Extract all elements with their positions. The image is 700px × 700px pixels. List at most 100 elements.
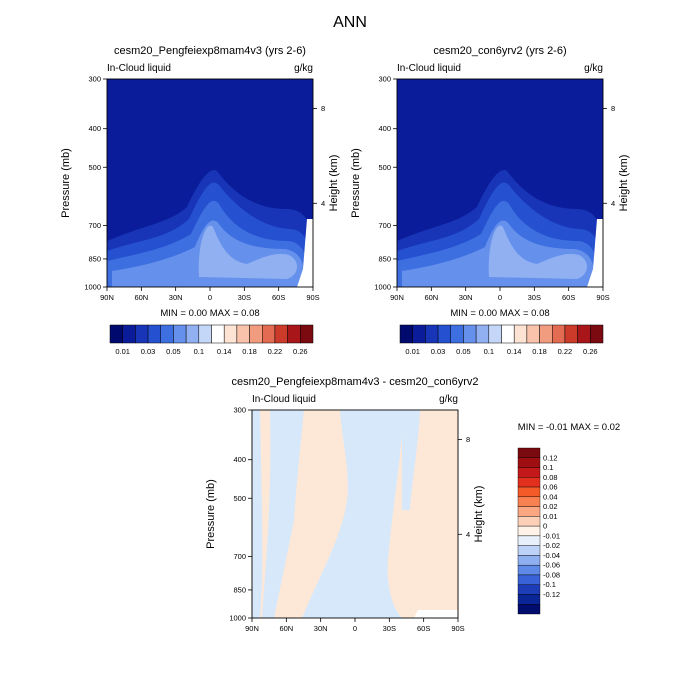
x-tick-label: 30N (314, 624, 328, 633)
min-max-stats: MIN = -0.01 MAX = 0.02 (518, 422, 620, 433)
y-right-tick-label: 8 (321, 104, 325, 113)
colorbar-swatch (517, 496, 541, 507)
colorbar-swatch (517, 604, 541, 615)
colorbar-label: 0.26 (293, 347, 308, 356)
colorbar-swatch (488, 324, 502, 344)
colorbar-swatch (236, 324, 250, 344)
y-tick-label: 300 (378, 75, 391, 84)
panel-title: cesm20_Pengfeiexp8mam4v3 (yrs 2-6) (114, 45, 306, 57)
units-label: g/kg (584, 63, 603, 74)
colorbar-label: 0.14 (507, 347, 522, 356)
panel-3: 90N 60N 30N 0 30S 60S 90S 300 400 500 700 850 1000 8 4… (205, 376, 620, 633)
colorbar-label: 0.06 (543, 483, 558, 492)
x-tick-label: 90N (100, 293, 114, 302)
negative-diff-region (252, 410, 263, 618)
colorbar-label: 0.14 (217, 347, 232, 356)
colorbar-label: -0.01 (543, 531, 560, 540)
colorbar-swatch (173, 324, 187, 344)
colorbar-swatch (517, 516, 541, 527)
colorbar-swatch (223, 324, 238, 344)
y-tick-label: 400 (233, 455, 246, 464)
x-tick-label: 30S (383, 624, 396, 633)
plot-frame (251, 409, 459, 619)
y-right-axis-label: Height (km) (473, 486, 485, 543)
y-right-tick-label: 4 (321, 199, 325, 208)
colorbar-swatch (513, 324, 528, 344)
colorbar-label: 0.01 (543, 512, 558, 521)
y-tick-label: 300 (88, 75, 101, 84)
missing-data-region (587, 219, 603, 287)
colorbar-swatch (517, 506, 541, 517)
min-max-stats: MIN = 0.00 MAX = 0.08 (160, 308, 259, 319)
colorbar-label: 0.18 (532, 347, 547, 356)
colorbar-swatch (517, 555, 541, 566)
colorbar-label: 0.08 (543, 473, 558, 482)
panel-title: cesm20_con6yrv2 (yrs 2-6) (433, 45, 566, 57)
x-tick-label: 90S (596, 293, 609, 302)
y-axis-label: Pressure (mb) (205, 479, 217, 549)
x-tick-label: 0 (498, 293, 502, 302)
x-tick-label: 30S (238, 293, 251, 302)
colorbar-swatch (399, 324, 413, 344)
colorbar-swatch (412, 324, 426, 344)
y-right-axis-label: Height (km) (328, 155, 340, 212)
y-tick-label: 1000 (229, 614, 246, 623)
colorbar-swatch (517, 535, 541, 546)
colorbar-swatch (526, 324, 540, 344)
y-tick-label: 300 (233, 406, 246, 415)
colorbar-swatch (564, 324, 578, 344)
missing-data-region (297, 219, 313, 287)
colorbar-swatch (109, 324, 123, 344)
y-right-tick-label: 4 (466, 530, 470, 539)
colorbar-label: 0.02 (543, 502, 558, 511)
colorbar-swatch (437, 324, 451, 344)
x-tick-label: 30N (459, 293, 473, 302)
colorbar-swatch (517, 564, 541, 576)
negative-diff-region (302, 410, 404, 618)
colorbar-swatch (517, 525, 541, 537)
variable-label: In-Cloud liquid (252, 394, 316, 405)
x-tick-label: 60S (562, 293, 575, 302)
colorbar-swatch (135, 324, 149, 344)
y-right-axis-label: Height (km) (618, 155, 630, 212)
negative-diff-region (402, 410, 420, 510)
colorbar-label: -0.02 (543, 541, 560, 550)
colorbar-swatch (577, 324, 591, 344)
page-title: ANN (333, 14, 367, 31)
colorbar-label: 0.12 (543, 453, 558, 462)
y-tick-label: 700 (378, 221, 391, 230)
colorbar-swatch (590, 324, 604, 344)
colorbar-swatch (501, 324, 515, 344)
colorbar-label: -0.08 (543, 570, 560, 579)
x-tick-label: 30N (169, 293, 183, 302)
y-tick-label: 700 (88, 221, 101, 230)
y-right-tick-label: 8 (466, 435, 470, 444)
contour-level-5 (198, 225, 298, 279)
y-axis-label: Pressure (mb) (350, 148, 362, 218)
panel-2: 90N 60N 30N 0 30S 60S 90S 300 400 500 700 850 1000 8 4… (350, 45, 630, 356)
units-label: g/kg (294, 63, 313, 74)
y-tick-label: 1000 (84, 283, 101, 292)
x-tick-label: 90N (390, 293, 404, 302)
colorbar-swatch (517, 477, 541, 488)
colorbar-label: 0.1 (194, 347, 204, 356)
colorbar-swatch (517, 486, 541, 498)
colorbar-swatch (300, 324, 314, 344)
colorbar-label: 0.05 (456, 347, 471, 356)
x-tick-label: 60S (417, 624, 430, 633)
colorbar-swatch (211, 324, 225, 344)
colorbar-swatch (539, 324, 553, 344)
colorbar-label: -0.04 (543, 551, 560, 560)
x-tick-label: 0 (208, 293, 212, 302)
colorbar-label: 0.18 (242, 347, 257, 356)
colorbar-swatch (425, 324, 439, 344)
colorbar-swatch (517, 584, 541, 595)
colorbar-label: 0.03 (141, 347, 156, 356)
min-max-stats: MIN = 0.00 MAX = 0.08 (450, 308, 549, 319)
colorbar-swatch (249, 324, 263, 344)
colorbar-swatch (517, 594, 541, 605)
y-tick-label: 500 (233, 494, 246, 503)
colorbar-label: 0.1 (543, 463, 553, 472)
x-tick-label: 90N (245, 624, 259, 633)
